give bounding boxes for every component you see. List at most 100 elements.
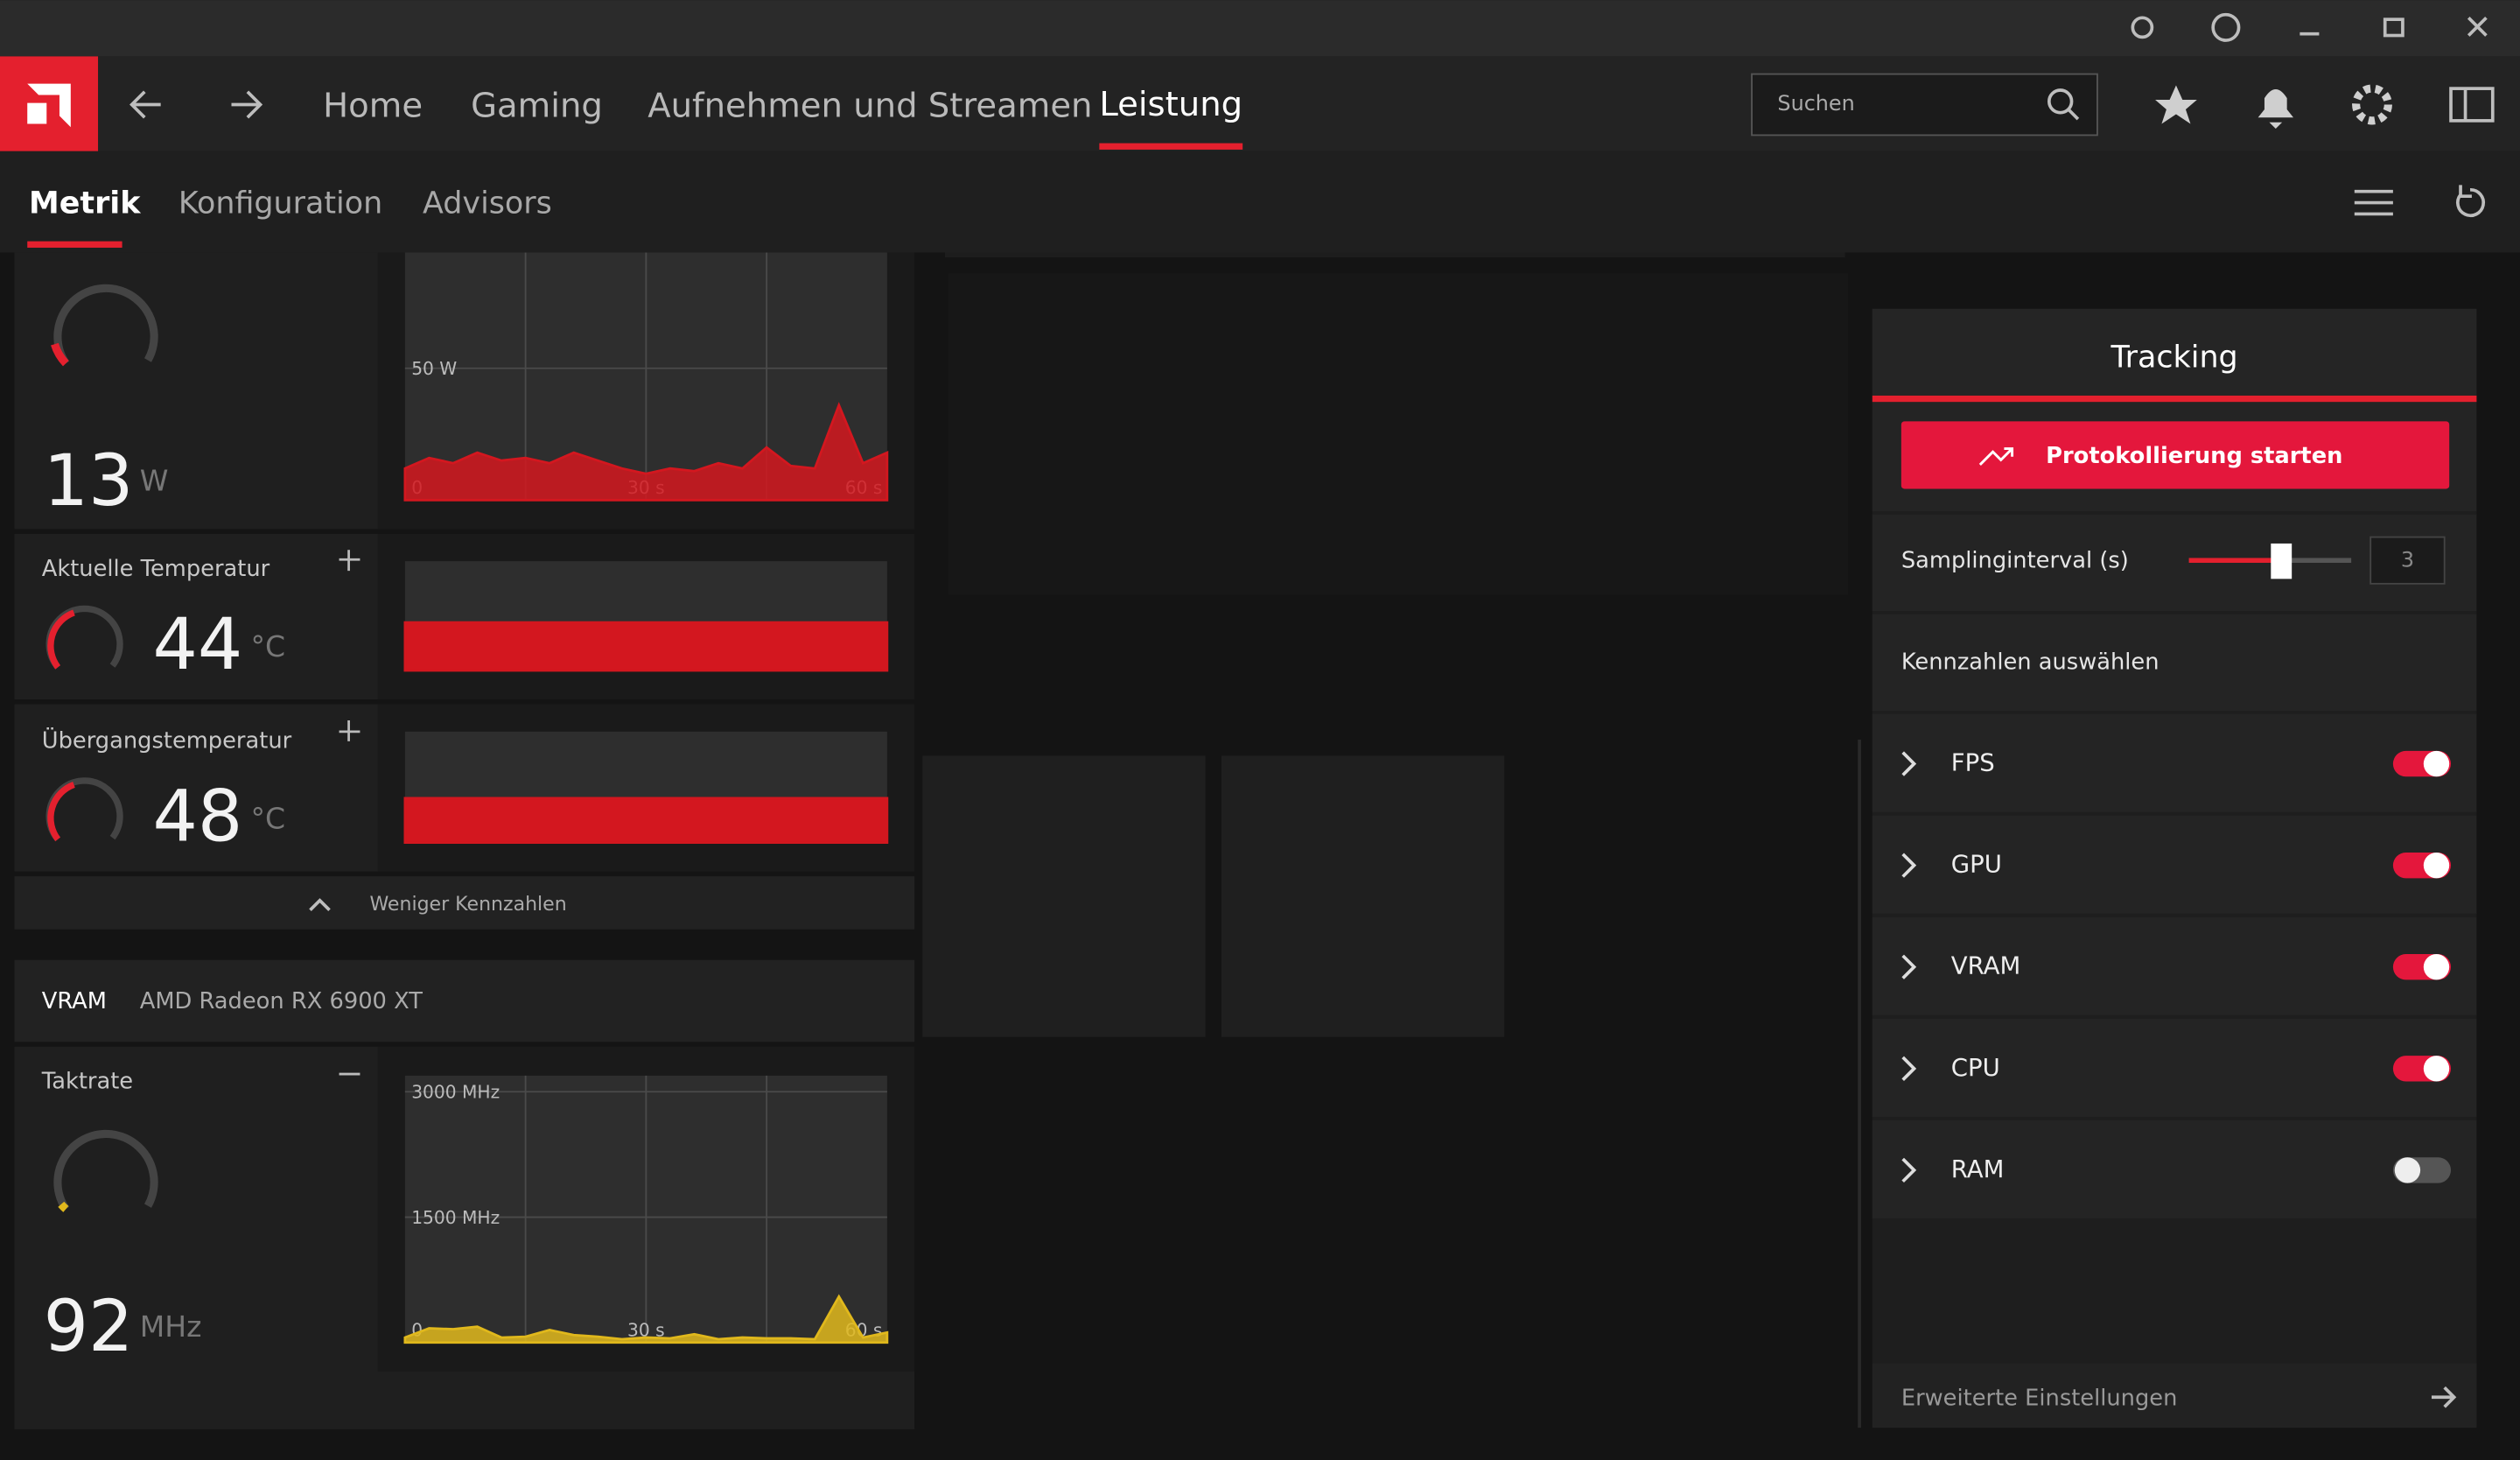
search-icon: [2048, 88, 2080, 121]
panel-title: Tracking: [2110, 340, 2238, 376]
nav-indicator: [1099, 143, 1243, 150]
sub-tab[interactable]: Advisors: [423, 186, 552, 221]
y-tick-label: 1500 MHz: [411, 1207, 500, 1228]
add[interactable]: [339, 550, 360, 572]
panel-accent: [1872, 395, 2477, 403]
slider-fill: [2188, 558, 2281, 563]
metric-row: [1872, 1018, 2477, 1117]
gauge-fill: [58, 1201, 69, 1212]
toggle-knob: [2423, 852, 2450, 879]
y-tick-label: 50 W: [411, 358, 457, 379]
metric-name: VRAM: [1951, 952, 2020, 980]
expand-chevron: [1901, 853, 1917, 878]
metric-unit: MHz: [140, 1309, 202, 1344]
gauge-fill: [51, 342, 69, 367]
nav-tab[interactable]: Aufnehmen und Streamen: [648, 87, 1092, 126]
add[interactable]: [339, 719, 360, 741]
gauge-fill: [47, 609, 75, 670]
expand-chevron: [1901, 1056, 1917, 1081]
select-label: Kennzahlen auswählen: [1901, 649, 2160, 675]
toggle-knob: [2423, 750, 2450, 777]
window-controls: [2131, 12, 2488, 42]
metric-unit: °C: [251, 629, 286, 663]
advanced-arrow: [2431, 1386, 2457, 1408]
metric-cards: 13 W Aktuelle Temperatur 44 °C Übergangs…: [14, 252, 915, 1429]
nav-tab[interactable]: Leistung: [1099, 85, 1242, 124]
card-title: VRAM: [42, 988, 107, 1014]
metric-name: FPS: [1951, 749, 1995, 777]
metric-label: Taktrate: [41, 1069, 133, 1095]
logging-icon: [1978, 447, 2014, 466]
slider-knob[interactable]: [2271, 543, 2292, 579]
interval-label: Samplinginterval (s): [1901, 548, 2129, 574]
y-tick-label: 3000 MHz: [411, 1082, 500, 1103]
forward[interactable]: [231, 90, 263, 119]
nav-tab[interactable]: Gaming: [471, 87, 603, 126]
metric-name: CPU: [1951, 1054, 2000, 1082]
search-box[interactable]: [1751, 73, 2098, 137]
interval-input[interactable]: [2370, 536, 2446, 585]
layout-icon[interactable]: [2449, 87, 2495, 123]
logo-glyph: [27, 83, 71, 128]
metric-label: Aktuelle Temperatur: [42, 556, 270, 582]
tracking-items: FPS GPU VRAM CPU RAM: [1872, 713, 2477, 1218]
blurred-content: [922, 241, 1849, 1037]
area: [403, 797, 889, 844]
start-logging[interactable]: [1900, 421, 2450, 489]
sub-tab[interactable]: Metrik: [29, 186, 141, 221]
metric-value: 13: [44, 440, 134, 523]
sub-tab[interactable]: Konfiguration: [178, 186, 382, 221]
maximize[interactable]: [2383, 18, 2404, 38]
metric-row: [1872, 1120, 2477, 1218]
nav-tab[interactable]: Home: [323, 87, 423, 126]
advanced-row[interactable]: [1872, 1363, 2477, 1428]
area: [403, 1294, 889, 1344]
toggle-knob: [2423, 954, 2450, 980]
expand-chevron: [1901, 954, 1917, 979]
gauge: [53, 1129, 158, 1211]
panel-header: [1872, 308, 2477, 396]
area: [403, 402, 889, 502]
close[interactable]: [2467, 17, 2488, 37]
device-name: AMD Radeon RX 6900 XT: [140, 988, 423, 1014]
list-view[interactable]: [2354, 189, 2393, 216]
sub-tab-indicator: [27, 241, 122, 248]
less-metrics[interactable]: Weniger Kennzahlen: [369, 894, 566, 916]
button-label: Protokollierung starten: [2046, 443, 2342, 469]
metric-name: RAM: [1951, 1155, 2005, 1183]
metric-value: 48: [152, 776, 242, 859]
metric-name: GPU: [1951, 851, 2002, 879]
metric-unit: °C: [251, 801, 286, 835]
sub-nav: [0, 151, 2520, 253]
toggle-knob: [2394, 1157, 2421, 1183]
expand-chevron: [1901, 1157, 1917, 1183]
collapse-icon: [309, 898, 331, 912]
back[interactable]: [130, 90, 161, 119]
search-placeholder: Suchen: [1777, 91, 1854, 116]
expand-chevron: [1901, 751, 1917, 776]
reset[interactable]: [2455, 185, 2485, 218]
interval-value: 3: [2401, 548, 2414, 572]
bug-icon[interactable]: [2131, 16, 2154, 39]
help-icon[interactable]: [2211, 12, 2241, 42]
title-bar: [0, 0, 2520, 57]
metric-value: 92: [44, 1286, 134, 1368]
metric-unit: W: [140, 464, 169, 498]
panel-row: [1872, 614, 2477, 711]
gauge-fill: [47, 781, 75, 842]
favorites[interactable]: [2155, 85, 2197, 124]
metric-row: [1872, 916, 2477, 1015]
area: [403, 621, 889, 672]
metric-label: Übergangstemperatur: [42, 726, 292, 754]
less-metrics-bar[interactable]: [14, 876, 915, 930]
metric-row: [1872, 815, 2477, 914]
advanced-settings[interactable]: Erweiterte Einstellungen: [1901, 1386, 2178, 1412]
metric-value: 44: [152, 604, 242, 686]
settings[interactable]: [2352, 84, 2392, 125]
metric-row: [1872, 713, 2477, 812]
gauge: [53, 284, 158, 366]
nav-bar: [0, 56, 2520, 151]
amd-logo[interactable]: [0, 56, 99, 151]
notifications[interactable]: [2258, 89, 2294, 130]
